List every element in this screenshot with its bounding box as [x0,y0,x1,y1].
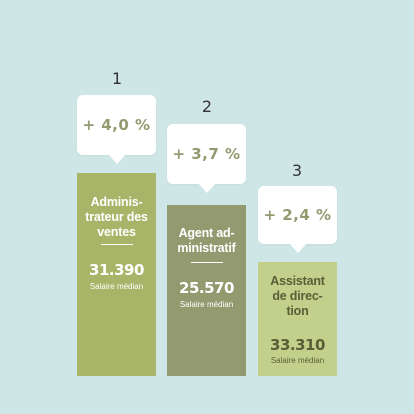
bar-2-divider [190,262,223,263]
growth-bubble-3: + 2,4 % [258,186,337,253]
growth-value-1: + 4,0 % [82,116,151,134]
bar-3-title: Assistant de direc- tion [270,274,325,318]
bar-2-title: Agent ad- ministratif [177,226,236,255]
bar-2: Agent ad- ministratif 25.570 Salaire méd… [167,205,246,376]
rank-1: 1 [111,69,123,88]
growth-value-3: + 2,4 % [263,206,332,224]
bar-1-divider [100,244,133,245]
growth-bubble-2: + 3,7 % [167,124,246,193]
bar-1: Adminis- trateur des ventes 31.390 Salai… [77,173,156,376]
bar-3-salary-label: Salaire médian [270,356,325,365]
bar-1-salary: 31.390 [89,261,144,279]
growth-value-2: + 3,7 % [172,145,241,163]
rank-3: 3 [291,161,303,180]
growth-bubble-1: + 4,0 % [77,95,156,164]
bar-1-salary-label: Salaire médian [89,282,144,291]
bar-2-salary: 25.570 [179,279,234,297]
bar-3: Assistant de direc- tion 33.310 Salaire … [258,262,337,376]
bar-3-salary: 33.310 [270,336,325,354]
rank-2: 2 [201,97,213,116]
bar-1-title: Adminis- trateur des ventes [85,195,148,239]
bar-2-salary-label: Salaire médian [179,300,234,309]
